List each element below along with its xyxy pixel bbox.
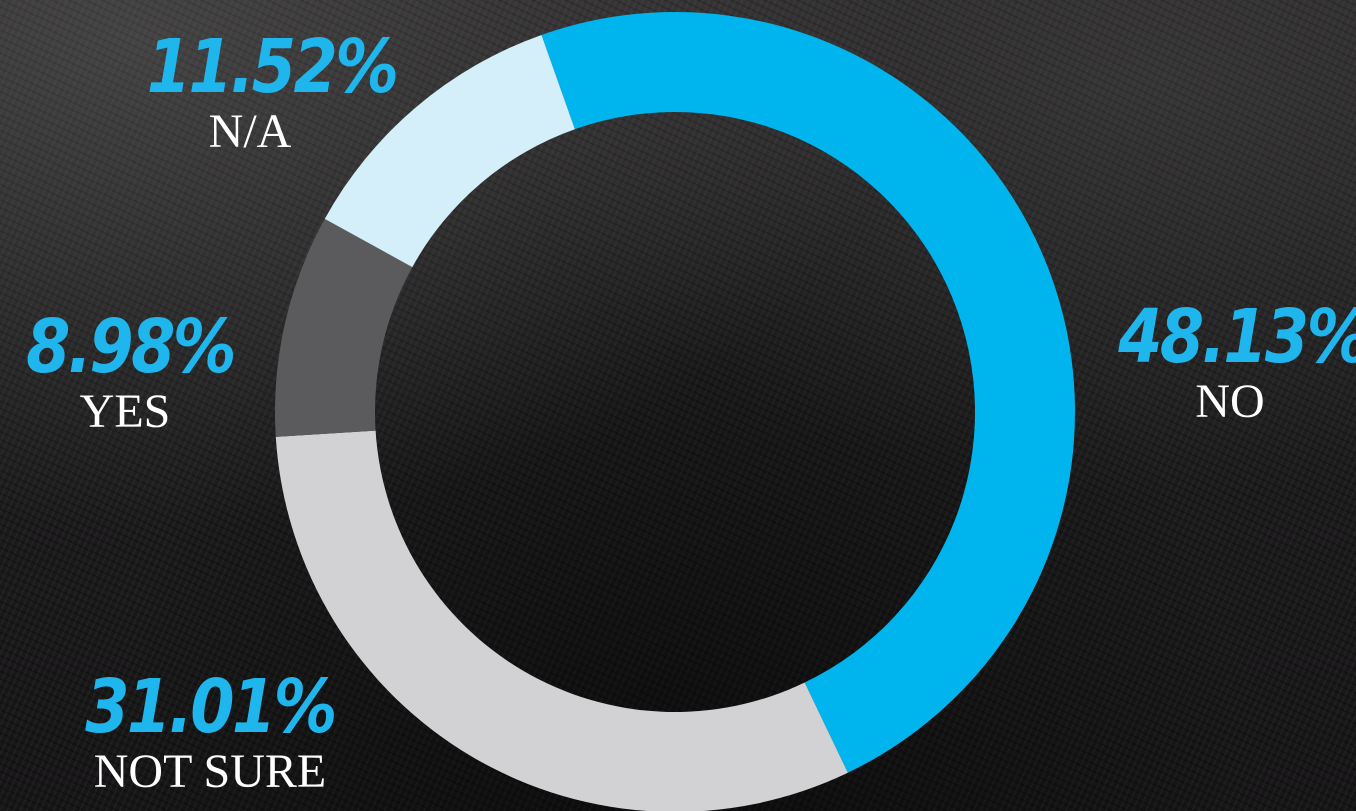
- slice-not-sure: [275, 430, 848, 811]
- slice-yes: [275, 218, 413, 437]
- value-label-no: 48.13%: [1118, 294, 1356, 380]
- value-label-n-a: 11.52%: [146, 24, 399, 110]
- category-label-no: NO: [1195, 375, 1265, 428]
- slice-no: [541, 11, 1076, 773]
- label-yes: 8.98% YES: [10, 310, 240, 436]
- label-no: 48.13% NO: [1100, 300, 1356, 426]
- category-label-not-sure: NOT SURE: [93, 745, 327, 798]
- category-label-n-a: N/A: [208, 105, 292, 158]
- value-label-yes: 8.98%: [26, 304, 236, 390]
- category-label-yes: YES: [79, 385, 171, 438]
- value-label-not-sure: 31.01%: [85, 664, 337, 750]
- slice-n-a: [324, 34, 575, 268]
- label-n-a: 11.52% N/A: [130, 24, 399, 158]
- label-not-sure: 31.01% NOT SURE: [50, 670, 370, 796]
